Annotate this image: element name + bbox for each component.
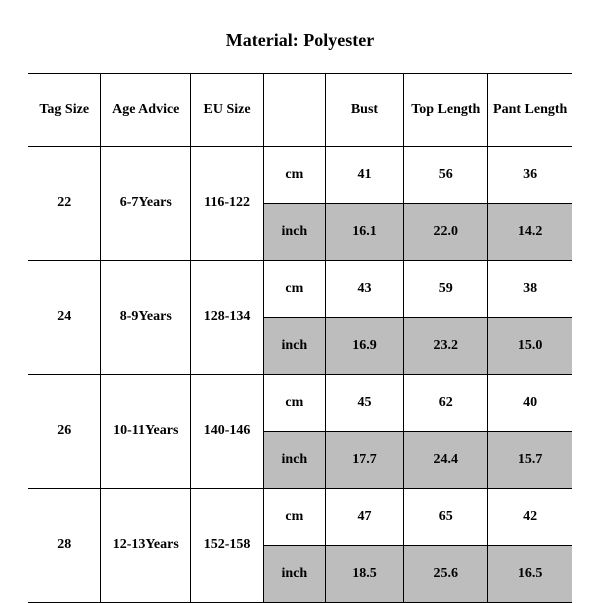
header-row: Tag Size Age Advice EU Size Bust Top Len…	[28, 74, 572, 147]
col-eu-size: EU Size	[191, 74, 264, 147]
cell-pant-cm: 38	[488, 261, 572, 318]
cell-pant-inch: 16.5	[488, 546, 572, 603]
cell-unit-inch: inch	[264, 432, 326, 489]
cell-bust-inch: 16.1	[325, 204, 404, 261]
cell-age-advice: 10-11Years	[101, 375, 191, 489]
col-tag-size: Tag Size	[28, 74, 101, 147]
cell-eu-size: 128-134	[191, 261, 264, 375]
cell-pant-cm: 42	[488, 489, 572, 546]
cell-top-cm: 56	[404, 147, 488, 204]
cell-eu-size: 152-158	[191, 489, 264, 603]
cell-top-inch: 22.0	[404, 204, 488, 261]
cell-top-cm: 62	[404, 375, 488, 432]
cell-pant-cm: 40	[488, 375, 572, 432]
material-title: Material: Polyester	[28, 30, 572, 51]
cell-pant-inch: 14.2	[488, 204, 572, 261]
table-row: 248-9Years128-134cm435938	[28, 261, 572, 318]
cell-age-advice: 8-9Years	[101, 261, 191, 375]
table-row: 2610-11Years140-146cm456240	[28, 375, 572, 432]
cell-tag-size: 22	[28, 147, 101, 261]
cell-top-cm: 65	[404, 489, 488, 546]
cell-bust-inch: 17.7	[325, 432, 404, 489]
cell-pant-inch: 15.0	[488, 318, 572, 375]
cell-top-inch: 24.4	[404, 432, 488, 489]
cell-tag-size: 24	[28, 261, 101, 375]
size-chart-body: 226-7Years116-122cm415636inch16.122.014.…	[28, 147, 572, 603]
cell-unit-cm: cm	[264, 375, 326, 432]
col-bust: Bust	[325, 74, 404, 147]
cell-pant-cm: 36	[488, 147, 572, 204]
cell-top-cm: 59	[404, 261, 488, 318]
cell-top-inch: 23.2	[404, 318, 488, 375]
cell-bust-cm: 47	[325, 489, 404, 546]
col-unit	[264, 74, 326, 147]
cell-unit-cm: cm	[264, 489, 326, 546]
cell-pant-inch: 15.7	[488, 432, 572, 489]
cell-age-advice: 12-13Years	[101, 489, 191, 603]
cell-bust-cm: 41	[325, 147, 404, 204]
cell-eu-size: 140-146	[191, 375, 264, 489]
cell-eu-size: 116-122	[191, 147, 264, 261]
size-chart-table: Tag Size Age Advice EU Size Bust Top Len…	[28, 73, 572, 603]
cell-age-advice: 6-7Years	[101, 147, 191, 261]
cell-bust-cm: 45	[325, 375, 404, 432]
cell-unit-cm: cm	[264, 147, 326, 204]
cell-unit-inch: inch	[264, 204, 326, 261]
cell-tag-size: 28	[28, 489, 101, 603]
cell-unit-inch: inch	[264, 318, 326, 375]
col-top-length: Top Length	[404, 74, 488, 147]
cell-top-inch: 25.6	[404, 546, 488, 603]
col-pant-length: Pant Length	[488, 74, 572, 147]
cell-bust-inch: 16.9	[325, 318, 404, 375]
cell-bust-inch: 18.5	[325, 546, 404, 603]
cell-unit-cm: cm	[264, 261, 326, 318]
cell-bust-cm: 43	[325, 261, 404, 318]
table-row: 2812-13Years152-158cm476542	[28, 489, 572, 546]
cell-unit-inch: inch	[264, 546, 326, 603]
col-age-advice: Age Advice	[101, 74, 191, 147]
table-row: 226-7Years116-122cm415636	[28, 147, 572, 204]
cell-tag-size: 26	[28, 375, 101, 489]
